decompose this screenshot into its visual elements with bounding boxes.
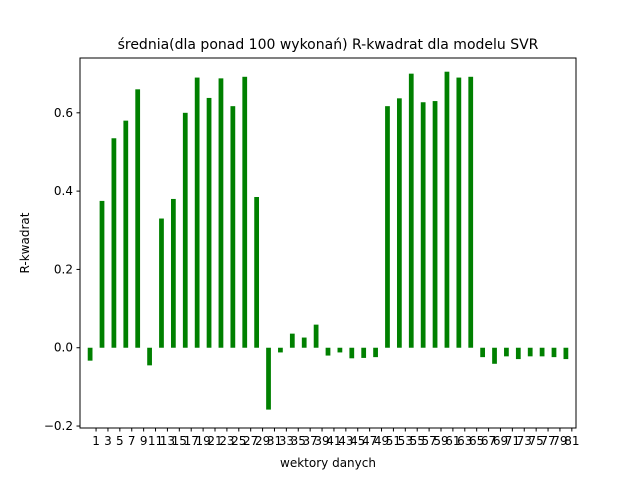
x-tick-label: 19	[195, 434, 210, 448]
bar	[230, 106, 236, 348]
x-tick-label: 61	[445, 434, 460, 448]
bar	[123, 120, 129, 348]
y-axis: −0.2 0.0 0.2 0.4 0.6	[44, 106, 80, 433]
bar	[242, 76, 248, 348]
x-tick-label: 39	[314, 434, 329, 448]
bar	[218, 78, 224, 348]
x-tick-label: 13	[160, 434, 175, 448]
bar	[87, 347, 93, 361]
bar	[313, 324, 319, 348]
x-tick-label: 59	[433, 434, 448, 448]
bar	[456, 77, 462, 348]
x-tick-label: 75	[529, 434, 544, 448]
x-axis: 1 3 5 7 9 11131517192123252729313335373941434…	[92, 428, 579, 448]
x-tick-label: 7	[128, 434, 136, 448]
x-tick-label: 45	[350, 434, 365, 448]
chart-title: średnia(dla ponad 100 wykonań) R-kwadrat…	[118, 37, 539, 53]
bar	[349, 347, 355, 359]
x-tick-label: 43	[338, 434, 353, 448]
x-tick-label: 1	[92, 434, 100, 448]
x-tick-label: 33	[279, 434, 294, 448]
y-tick-label: 0.4	[54, 184, 73, 198]
x-tick-label: 55	[410, 434, 425, 448]
x-tick-label: 79	[552, 434, 567, 448]
x-tick-label: 77	[540, 434, 555, 448]
bar	[373, 347, 378, 358]
x-tick-label: 9	[140, 434, 148, 448]
x-tick-label: 37	[303, 434, 318, 448]
x-axis-label: wektory danych	[280, 456, 376, 470]
x-tick-label: 29	[255, 434, 270, 448]
plot-frame	[79, 57, 577, 429]
bar	[539, 347, 545, 357]
bar	[432, 101, 438, 348]
bar	[361, 347, 367, 358]
y-tick-label: −0.2	[44, 419, 73, 433]
bar	[182, 112, 188, 348]
bar	[194, 77, 200, 348]
bar	[515, 347, 521, 360]
y-tick-label: 0.6	[54, 106, 73, 120]
x-tick-label: 51	[386, 434, 401, 448]
x-tick-label: 73	[517, 434, 532, 448]
bar	[563, 347, 569, 360]
x-tick-label: 31	[267, 434, 282, 448]
y-tick-label: 0.2	[54, 262, 73, 276]
bar	[301, 337, 307, 348]
x-tick-label: 81	[564, 434, 579, 448]
y-tick-label: 0.0	[54, 341, 73, 355]
bar	[147, 347, 152, 366]
y-axis-label: R-kwadrat	[18, 212, 32, 273]
x-tick-label: 67	[481, 434, 496, 448]
x-tick-label: 41	[326, 434, 341, 448]
bar	[254, 196, 260, 348]
x-tick-label: 71	[505, 434, 520, 448]
x-tick-label: 69	[493, 434, 508, 448]
x-tick-label: 53	[398, 434, 413, 448]
x-tick-label: 47	[362, 434, 377, 448]
x-tick-label: 25	[231, 434, 246, 448]
x-tick-label: 57	[421, 434, 436, 448]
bar	[444, 71, 450, 348]
x-tick-label: 63	[457, 434, 472, 448]
x-tick-label: 27	[243, 434, 258, 448]
bar	[99, 200, 105, 348]
x-tick-label: 11	[148, 434, 163, 448]
x-tick-label: 65	[469, 434, 484, 448]
bar	[420, 102, 426, 348]
bar	[396, 98, 402, 348]
bar	[266, 347, 271, 410]
bar	[111, 138, 117, 348]
x-tick-label: 35	[291, 434, 306, 448]
bar	[325, 347, 331, 356]
bar	[135, 89, 141, 348]
bar	[527, 347, 533, 357]
bars-group	[87, 71, 569, 410]
bar	[468, 76, 474, 348]
x-tick-label: 49	[374, 434, 389, 448]
x-tick-label: 3	[104, 434, 112, 448]
x-tick-label: 15	[172, 434, 187, 448]
bar	[551, 347, 557, 358]
bar	[385, 106, 390, 348]
x-tick-label: 21	[207, 434, 222, 448]
bar	[504, 347, 509, 357]
bar	[289, 333, 295, 348]
x-tick-label: 5	[116, 434, 124, 448]
bar	[206, 97, 212, 348]
bar	[408, 73, 414, 348]
x-tick-label: 17	[184, 434, 199, 448]
bar	[159, 218, 164, 348]
x-tick-label: 23	[219, 434, 234, 448]
bar	[337, 347, 343, 353]
bar	[278, 347, 283, 353]
bar	[170, 198, 176, 348]
bar	[492, 347, 497, 364]
bar	[480, 347, 486, 358]
